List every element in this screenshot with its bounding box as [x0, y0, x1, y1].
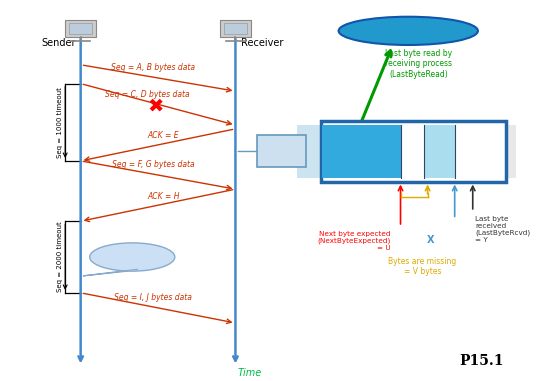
Text: ACK = E: ACK = E: [147, 131, 179, 140]
Text: X: X: [426, 235, 434, 245]
Text: Seq = F, G bytes data: Seq = F, G bytes data: [112, 160, 194, 170]
Text: Duplicate
ACK: Duplicate ACK: [260, 142, 303, 161]
Text: Seq = I, J bytes data: Seq = I, J bytes data: [114, 293, 192, 302]
Bar: [257, 136, 306, 168]
FancyBboxPatch shape: [65, 20, 96, 37]
Bar: [455, 125, 496, 178]
Bar: [506, 125, 516, 178]
Bar: [298, 125, 321, 178]
Text: Receiving process: Receiving process: [362, 26, 454, 35]
Text: Next byte expected
(NextByteExpected)
= U: Next byte expected (NextByteExpected) = …: [317, 231, 390, 251]
Text: Retransmission: Retransmission: [100, 253, 164, 261]
FancyBboxPatch shape: [220, 20, 251, 37]
Text: Bytes are missing
= V bytes: Bytes are missing = V bytes: [388, 257, 457, 277]
Text: ACK = H: ACK = H: [147, 192, 179, 201]
Ellipse shape: [89, 243, 175, 271]
Text: ✖: ✖: [147, 97, 164, 116]
Bar: [70, 23, 92, 34]
Text: Last byte
received
(LastByteRcvd)
= Y: Last byte received (LastByteRcvd) = Y: [475, 216, 530, 243]
Bar: [400, 125, 424, 178]
Ellipse shape: [338, 17, 478, 45]
Text: Seq = 1000 timeout: Seq = 1000 timeout: [57, 87, 63, 158]
Bar: [321, 121, 506, 182]
Text: Time: Time: [238, 368, 262, 378]
Polygon shape: [83, 269, 137, 276]
Text: Sender: Sender: [41, 38, 75, 48]
Text: Seq = 2000 timeout: Seq = 2000 timeout: [57, 222, 63, 292]
Text: Seq = A, B bytes data: Seq = A, B bytes data: [111, 63, 195, 72]
Bar: [322, 125, 400, 178]
Text: Receiver: Receiver: [240, 38, 283, 48]
Bar: [224, 23, 247, 34]
Text: P15.1: P15.1: [459, 354, 504, 368]
Text: Last byte read by
receiving process
(LastByteRead): Last byte read by receiving process (Las…: [385, 49, 452, 78]
Text: Seq = C, D bytes data: Seq = C, D bytes data: [106, 90, 190, 99]
Bar: [424, 125, 455, 178]
